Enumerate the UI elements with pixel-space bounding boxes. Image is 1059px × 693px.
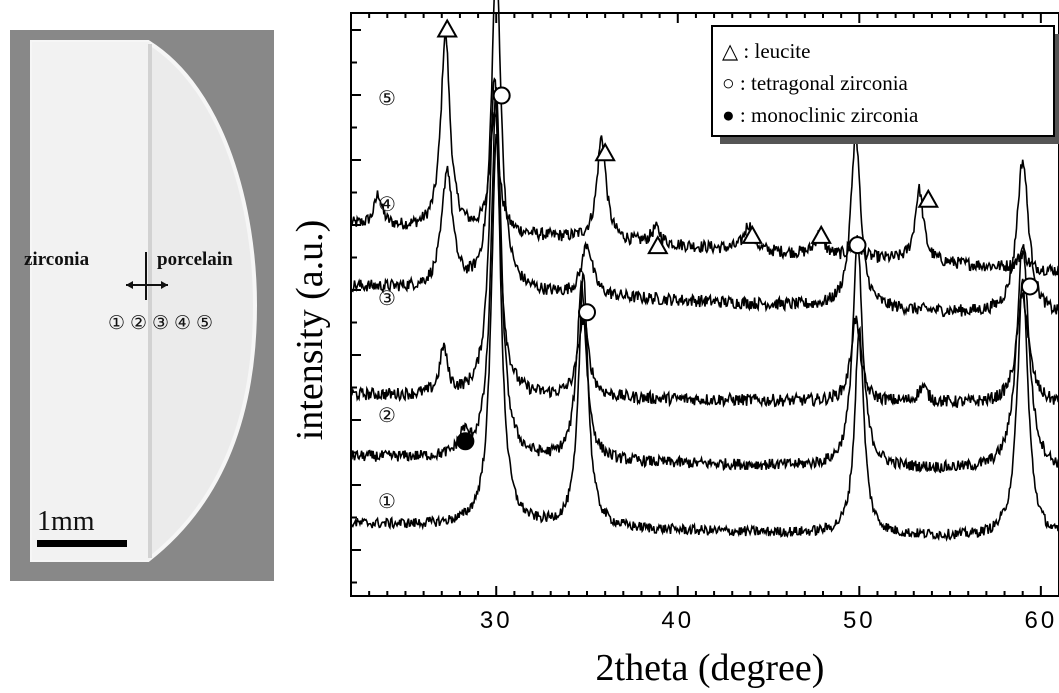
position-marker-4: ④	[174, 313, 191, 334]
trace-label: ②	[378, 405, 396, 427]
y-axis-title: intensity (a.u.)	[289, 220, 331, 441]
legend-item-circle: ○ : tetragonal zirconia	[722, 71, 909, 95]
triangle-marker	[594, 142, 616, 162]
scale-bar-label: 1mm	[37, 506, 95, 537]
position-marker-3: ③	[152, 313, 169, 334]
x-axis-ticks: 30 40 50 60	[350, 13, 1059, 634]
zirconia-region	[32, 42, 150, 560]
legend: △ : leucite ○ : tetragonal zirconia ● : mo…	[711, 25, 1059, 144]
position-marker-5: ⑤	[196, 313, 213, 334]
x-tick-label: 50	[843, 607, 876, 634]
trace-label: ①	[378, 491, 396, 513]
triangle-marker	[810, 224, 832, 244]
triangle-marker	[647, 235, 669, 255]
trace-label: ④	[378, 194, 396, 216]
circle-marker	[492, 86, 511, 105]
traces	[350, 0, 1059, 542]
y-axis-ticks	[351, 29, 361, 584]
legend-item-triangle: △ : leucite	[722, 39, 810, 63]
position-marker-1: ①	[108, 313, 125, 334]
trace-label: ⑤	[378, 88, 396, 110]
triangle-marker	[741, 224, 763, 244]
trace-2	[350, 86, 1059, 474]
trace-4	[350, 0, 1059, 318]
circle-marker	[1020, 277, 1039, 296]
peak-markers	[436, 18, 1039, 451]
trace-labels: ⑤ ④ ③ ② ①	[378, 88, 396, 513]
legend-items: △ : leucite ○ : tetragonal zirconia ● : mo…	[722, 39, 919, 127]
x-axis-title: 2theta (degree)	[596, 647, 825, 689]
filled-circle-marker	[456, 432, 475, 451]
legend-item-filled-circle: ● : monoclinic zirconia	[722, 103, 919, 127]
triangle-marker	[917, 188, 940, 208]
scale-bar	[37, 540, 127, 547]
x-tick-label: 30	[480, 607, 513, 634]
porcelain-label: porcelain	[157, 249, 233, 270]
trace-3	[350, 77, 1059, 409]
triangle-marker	[436, 18, 458, 38]
plot-frame	[350, 12, 1059, 597]
x-tick-label: 60	[1024, 607, 1057, 634]
circle-marker	[578, 303, 596, 322]
x-tick-label: 40	[661, 607, 694, 634]
zirconia-label: zirconia	[24, 249, 90, 270]
legend-box	[711, 25, 1055, 137]
circle-marker	[848, 236, 867, 255]
trace-label: ③	[378, 288, 396, 310]
trace-5	[350, 29, 1059, 277]
trace-1	[350, 133, 1059, 542]
position-marker-2: ②	[130, 313, 147, 334]
